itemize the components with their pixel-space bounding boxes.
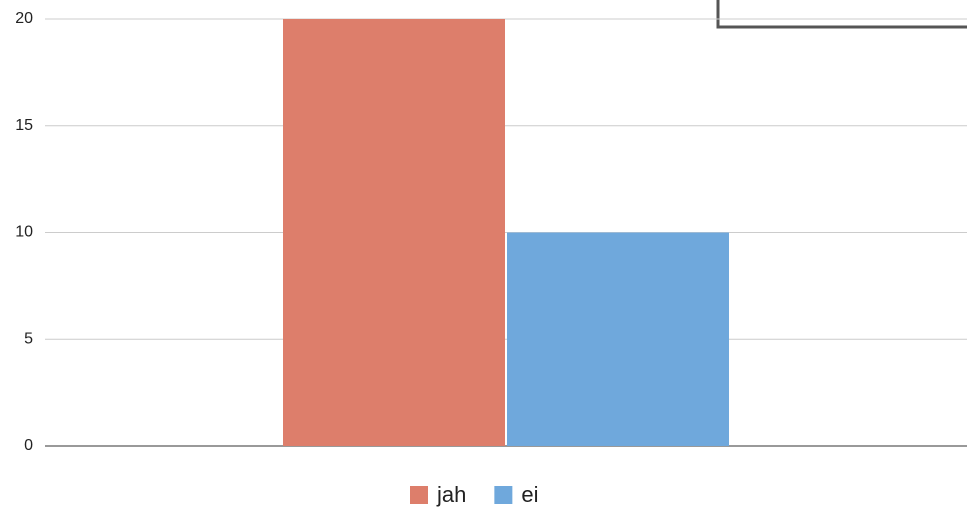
- bar: [507, 232, 729, 446]
- legend-swatch: [494, 486, 513, 504]
- legend-swatch: [410, 486, 428, 504]
- y-tick-label: 10: [15, 224, 33, 241]
- y-tick-label: 15: [15, 117, 33, 134]
- y-tick-label: 5: [24, 330, 33, 347]
- y-tick-label: 0: [24, 437, 33, 454]
- overlay-box: [716, 0, 967, 29]
- legend-label: ei: [521, 482, 538, 507]
- legend-label: jah: [436, 482, 466, 507]
- y-tick-label: 20: [15, 10, 33, 27]
- bar: [283, 19, 505, 446]
